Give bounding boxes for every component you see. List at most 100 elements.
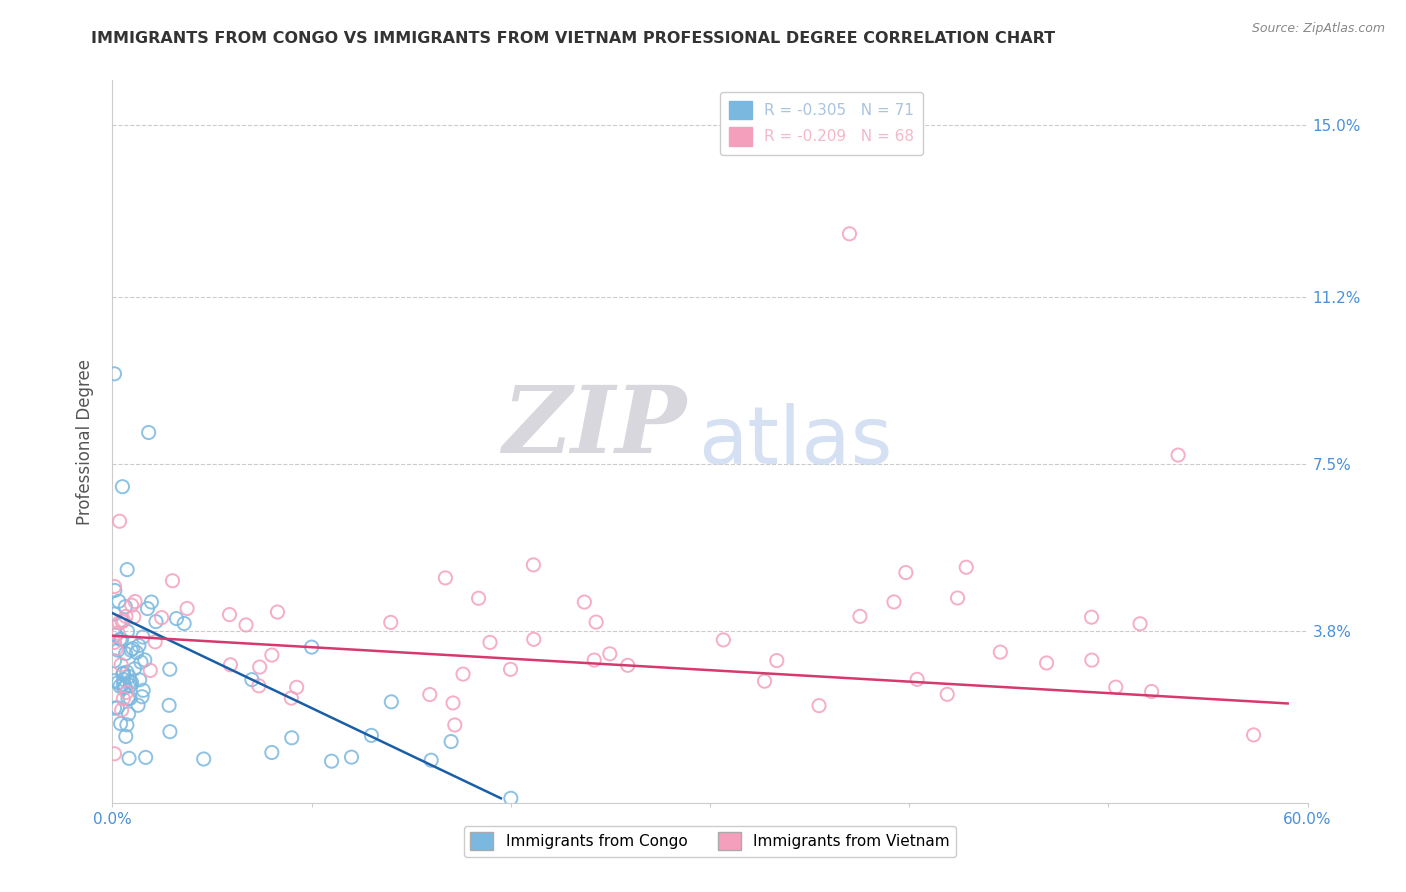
- Point: [301, 640, 323, 654]
- Point: [120, 674, 142, 689]
- Point: [711, 632, 734, 647]
- Point: [114, 647, 136, 661]
- Point: [499, 791, 522, 805]
- Point: [441, 696, 464, 710]
- Point: [118, 669, 141, 683]
- Point: [128, 639, 150, 653]
- Point: [159, 662, 181, 676]
- Point: [120, 643, 142, 657]
- Point: [219, 657, 242, 672]
- Point: [285, 681, 308, 695]
- Point: [115, 685, 138, 699]
- Point: [1167, 448, 1189, 462]
- Point: [150, 610, 173, 624]
- Point: [115, 563, 138, 577]
- Point: [107, 594, 129, 608]
- Point: [340, 750, 363, 764]
- Point: [110, 657, 132, 672]
- Point: [117, 706, 139, 721]
- Point: [955, 560, 977, 574]
- Point: [157, 698, 180, 713]
- Point: [159, 724, 181, 739]
- Point: [103, 673, 125, 688]
- Point: [235, 618, 257, 632]
- Point: [1140, 684, 1163, 698]
- Point: [193, 752, 215, 766]
- Point: [145, 615, 167, 629]
- Point: [108, 632, 131, 646]
- Point: [112, 677, 135, 691]
- Point: [420, 753, 443, 767]
- Point: [110, 716, 132, 731]
- Point: [321, 754, 343, 768]
- Point: [107, 626, 129, 640]
- Text: Source: ZipAtlas.com: Source: ZipAtlas.com: [1251, 22, 1385, 36]
- Point: [111, 703, 134, 717]
- Point: [1080, 610, 1102, 624]
- Y-axis label: Professional Degree: Professional Degree: [76, 359, 94, 524]
- Point: [115, 718, 138, 732]
- Point: [114, 680, 136, 694]
- Point: [105, 700, 128, 714]
- Point: [111, 666, 134, 681]
- Point: [132, 683, 155, 698]
- Point: [616, 658, 638, 673]
- Point: [112, 681, 135, 695]
- Point: [117, 691, 139, 706]
- Point: [121, 641, 143, 656]
- Point: [122, 610, 145, 624]
- Point: [247, 679, 270, 693]
- Point: [523, 632, 546, 647]
- Point: [135, 750, 157, 764]
- Point: [121, 598, 143, 612]
- Point: [218, 607, 240, 622]
- Point: [112, 691, 135, 706]
- Point: [451, 667, 474, 681]
- Point: [103, 654, 125, 668]
- Point: [115, 609, 138, 624]
- Text: atlas: atlas: [699, 402, 893, 481]
- Point: [103, 701, 125, 715]
- Point: [765, 654, 787, 668]
- Point: [125, 645, 148, 659]
- Point: [103, 367, 125, 381]
- Point: [115, 665, 138, 680]
- Point: [380, 615, 402, 630]
- Point: [838, 227, 860, 241]
- Point: [522, 558, 544, 572]
- Point: [128, 673, 150, 687]
- Point: [103, 580, 125, 594]
- Point: [103, 635, 125, 649]
- Point: [599, 647, 621, 661]
- Point: [138, 425, 160, 440]
- Point: [104, 628, 127, 642]
- Point: [136, 601, 159, 615]
- Point: [110, 632, 132, 647]
- Point: [111, 615, 134, 629]
- Point: [260, 648, 283, 662]
- Point: [478, 635, 501, 649]
- Point: [946, 591, 969, 605]
- Point: [124, 662, 146, 676]
- Point: [143, 635, 166, 649]
- Point: [132, 630, 155, 644]
- Point: [108, 615, 131, 630]
- Point: [107, 643, 129, 657]
- Text: ZIP: ZIP: [502, 382, 686, 472]
- Point: [120, 679, 142, 693]
- Point: [249, 660, 271, 674]
- Point: [434, 571, 457, 585]
- Point: [849, 609, 872, 624]
- Point: [419, 688, 441, 702]
- Point: [114, 599, 136, 614]
- Point: [380, 695, 402, 709]
- Point: [114, 730, 136, 744]
- Point: [134, 653, 156, 667]
- Point: [103, 747, 125, 761]
- Point: [1105, 680, 1128, 694]
- Point: [141, 595, 163, 609]
- Point: [894, 566, 917, 580]
- Point: [1035, 656, 1057, 670]
- Point: [108, 679, 131, 693]
- Point: [108, 514, 131, 528]
